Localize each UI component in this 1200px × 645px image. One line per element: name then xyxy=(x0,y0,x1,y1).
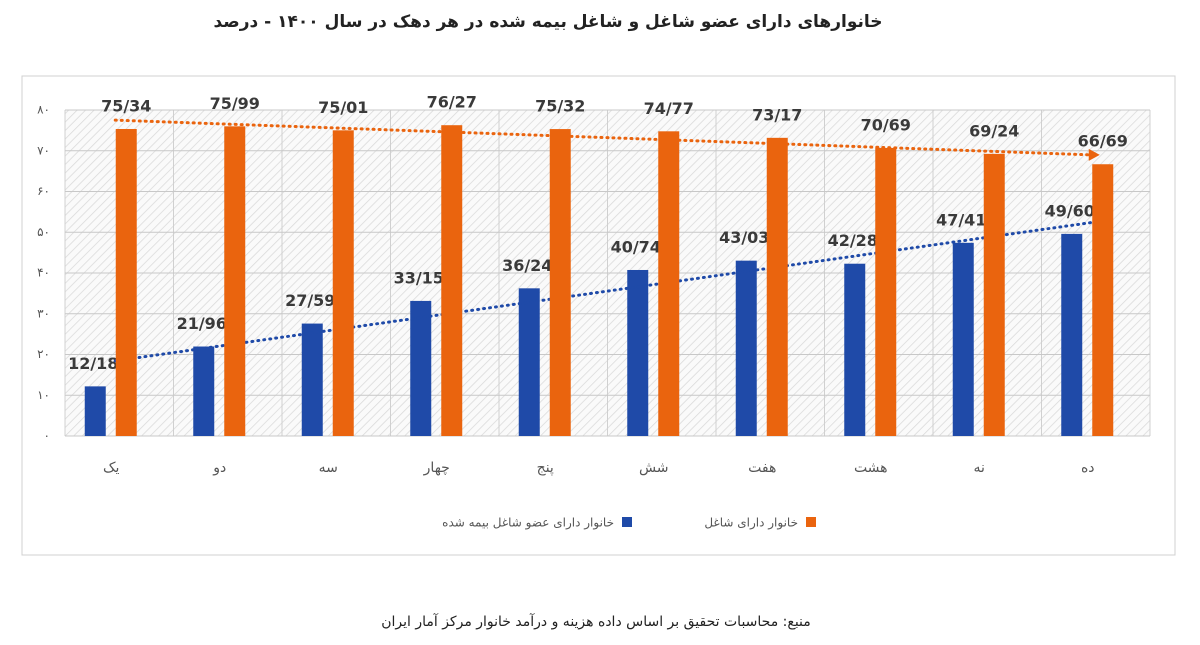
bar xyxy=(410,300,432,436)
x-tick-label: یک xyxy=(103,460,120,476)
y-tick-label: ۴۰ xyxy=(37,266,50,280)
bar xyxy=(658,131,680,436)
chart-title: خانوارهای دارای عضو شاغل و شاغل بیمه شده… xyxy=(213,12,882,32)
value-label: 70/69 xyxy=(861,115,911,134)
value-label: 42/28 xyxy=(828,231,878,250)
y-tick-label: ۷۰ xyxy=(37,143,50,157)
bar xyxy=(766,137,788,436)
value-label: 66/69 xyxy=(1078,132,1128,151)
trendline xyxy=(113,118,1094,157)
value-label: 76/27 xyxy=(427,93,477,112)
source-note: منبع: محاسبات تحقیق بر اساس داده هزینه و… xyxy=(381,613,811,630)
value-label: 36/24 xyxy=(502,256,552,275)
x-tick-label: پنج xyxy=(537,460,554,476)
bar xyxy=(627,269,649,436)
bar xyxy=(549,129,571,437)
value-label: 75/32 xyxy=(535,97,585,116)
trendline xyxy=(113,220,1094,363)
value-label: 69/24 xyxy=(969,121,1019,140)
x-tick-label: چهار xyxy=(423,460,450,476)
value-label: 40/74 xyxy=(611,237,661,256)
bar xyxy=(1092,164,1114,436)
y-tick-label: ۰ xyxy=(44,429,50,443)
bar xyxy=(441,125,463,436)
value-label: 73/17 xyxy=(752,105,802,124)
bar xyxy=(875,147,897,437)
bar xyxy=(193,346,215,436)
x-tick-label: هشت xyxy=(854,460,888,476)
x-tick-label: هفت xyxy=(748,460,776,476)
value-label: 49/60 xyxy=(1045,201,1095,220)
value-label: 75/01 xyxy=(318,98,368,117)
legend-swatch xyxy=(806,517,816,527)
bar xyxy=(84,386,106,436)
y-tick-label: ۸۰ xyxy=(37,103,50,117)
bar xyxy=(735,260,757,436)
bar xyxy=(224,126,246,436)
value-label: 27/59 xyxy=(285,291,335,310)
value-label: 75/99 xyxy=(210,94,260,113)
bar xyxy=(332,130,354,437)
x-tick-label: دو xyxy=(212,460,226,476)
y-tick-label: ۳۰ xyxy=(37,306,50,320)
bar xyxy=(518,288,540,436)
chart-frame xyxy=(21,75,1176,556)
bar xyxy=(983,153,1005,437)
bar xyxy=(844,263,866,436)
y-tick-label: ۶۰ xyxy=(37,184,50,198)
value-label: 33/15 xyxy=(394,268,444,287)
value-label: 75/34 xyxy=(101,96,151,115)
value-label: 21/96 xyxy=(177,314,227,333)
x-tick-label: سه xyxy=(319,460,338,476)
bar xyxy=(301,323,323,436)
trend-arrow xyxy=(1088,148,1100,161)
legend-label: خانوار دارای عضو شاغل بیمه شده xyxy=(442,516,614,531)
value-label: 12/18 xyxy=(68,354,118,373)
y-tick-label: ۵۰ xyxy=(37,225,50,239)
value-label: 47/41 xyxy=(936,210,986,229)
x-tick-label: شش xyxy=(639,460,669,476)
legend-swatch xyxy=(622,517,632,527)
bar xyxy=(1061,233,1083,436)
y-tick-label: ۲۰ xyxy=(37,347,50,361)
bar xyxy=(952,242,974,436)
y-tick-label: ۱۰ xyxy=(37,388,50,402)
x-tick-label: نه xyxy=(974,460,985,476)
value-label: 43/03 xyxy=(719,228,769,247)
legend-label: خانوار دارای شاغل xyxy=(704,516,798,531)
bar xyxy=(115,128,137,436)
value-label: 74/77 xyxy=(644,99,694,118)
x-tick-label: ده xyxy=(1081,460,1095,476)
